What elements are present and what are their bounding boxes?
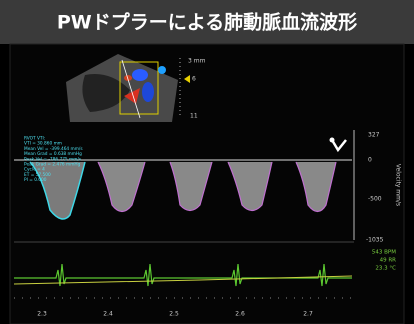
resp-rate: 49 RR	[380, 258, 397, 264]
velocity-tick: -1035	[366, 237, 384, 244]
time-tick: 2.6	[235, 311, 245, 318]
measurement-line: Mean Grad = 0.638 mmHg	[24, 151, 82, 157]
depth-label: 3 mm	[188, 58, 206, 65]
measurement-line: Mean Vel = -399.464 mm/s	[24, 146, 83, 152]
measurement-line: Peak Vel = -786.775 mm/s	[24, 156, 82, 162]
time-tick: 2.4	[103, 311, 113, 318]
max-depth-label: 11	[190, 113, 198, 120]
time-tick: 2.5	[169, 311, 179, 318]
time-tick: 2.3	[37, 311, 47, 318]
temperature: 23.3 °C	[375, 266, 396, 272]
measurement-line: VTI = 30.860 mm	[24, 141, 62, 147]
screen: PWドプラーによる肺動脈血流波形 3 mm 6 11 RVOT VTI:VTI …	[0, 0, 414, 324]
focus-label: 6	[192, 76, 196, 83]
heart-rate: 543 BPM	[372, 250, 396, 256]
measurement-line: ET = 57.500	[24, 172, 51, 178]
title: PWドプラーによる肺動脈血流波形	[57, 11, 357, 34]
velocity-label: Velocity mm/s	[395, 164, 402, 206]
velocity-tick: 0	[368, 157, 372, 164]
time-tick: 2.7	[303, 311, 313, 318]
measurement-line: PI = 0.000	[24, 177, 47, 183]
velocity-tick: -500	[368, 196, 382, 203]
measurement-line: RVOT VTI:	[24, 136, 45, 142]
velocity-tick: 327	[368, 132, 380, 139]
measurement-line: Cycle = 4	[24, 167, 45, 173]
measurement-line: Peak Grad = 2.476 mmHg	[24, 162, 81, 168]
page: {"title": "PWドプラーによる肺動脈血流波形", "echo_scal…	[0, 0, 414, 324]
